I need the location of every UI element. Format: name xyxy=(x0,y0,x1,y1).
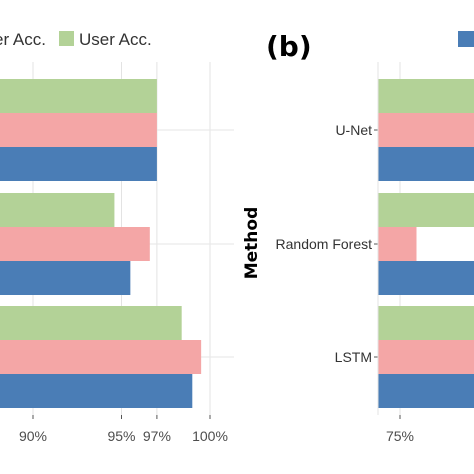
y-tick-label-b: Random Forest xyxy=(276,236,373,252)
bar-a xyxy=(0,227,150,261)
x-tick-label-b: 75% xyxy=(386,428,414,444)
bar-a xyxy=(0,193,115,227)
bar-b xyxy=(378,227,417,261)
x-tick-label-a: 97% xyxy=(143,428,171,444)
bar-b xyxy=(378,306,474,340)
panel-a: 90% 95% 97% 100% xyxy=(0,62,234,444)
legend-swatch-user-acc xyxy=(59,31,74,46)
x-tick-label-a: 100% xyxy=(192,428,228,444)
x-tick-label-a: 90% xyxy=(19,428,47,444)
panel-b: U-Net Random Forest LSTM 75% xyxy=(276,62,474,444)
bar-a xyxy=(0,374,193,408)
bar-a xyxy=(0,340,202,374)
bar-a xyxy=(0,79,157,113)
panel-label-b: (b) xyxy=(266,30,312,63)
y-tick-label-b: LSTM xyxy=(335,349,372,365)
bar-b xyxy=(378,79,474,113)
bar-b xyxy=(378,193,474,227)
bar-b xyxy=(378,340,474,374)
bar-b xyxy=(378,147,474,181)
y-axis-title-b: Method xyxy=(242,207,262,280)
bar-b xyxy=(378,261,474,295)
x-tick-label-a: 95% xyxy=(107,428,135,444)
bar-a xyxy=(0,113,157,147)
bar-a xyxy=(0,147,157,181)
legend-a: er Acc. User Acc. xyxy=(0,30,152,49)
legend-label-user-acc: User Acc. xyxy=(79,30,152,49)
bar-a xyxy=(0,306,182,340)
legend-swatch-b xyxy=(458,31,474,47)
legend-label-partial: er Acc. xyxy=(0,30,46,49)
bar-b xyxy=(378,113,474,147)
bar-a xyxy=(0,261,131,295)
y-tick-label-b: U-Net xyxy=(335,122,372,138)
bar-b xyxy=(378,374,474,408)
